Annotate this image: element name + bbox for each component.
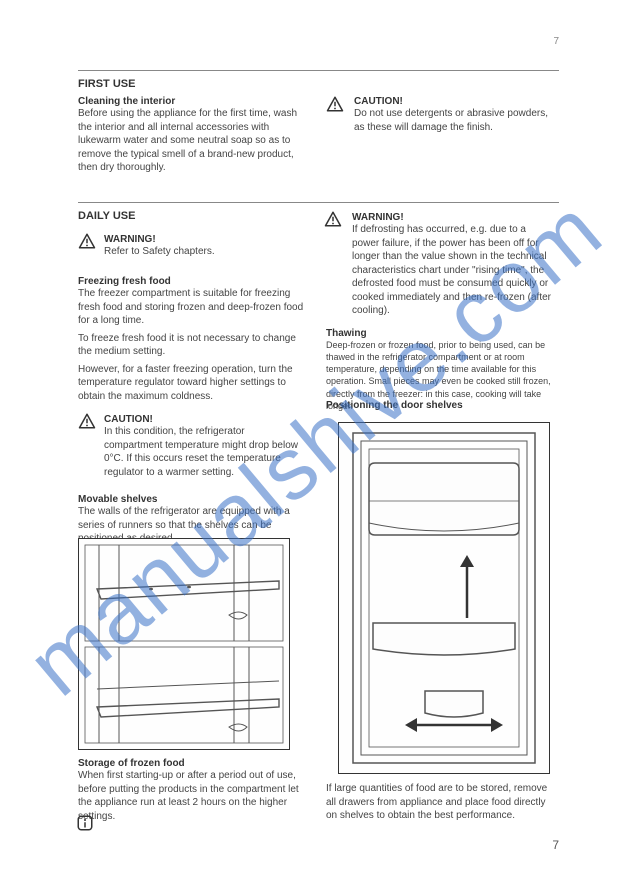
warn1-text: Refer to Safety chapters. xyxy=(104,245,304,259)
storage-title: Storage of frozen food xyxy=(78,758,310,769)
figure-door-shelves xyxy=(338,422,550,774)
page-number: 7 xyxy=(552,838,559,852)
freeze-p3: However, for a faster freezing operation… xyxy=(78,363,310,404)
first-use-title: FIRST USE xyxy=(78,78,308,90)
freeze-p2: To freeze fresh food it is not necessary… xyxy=(78,332,310,359)
warning-icon xyxy=(326,95,344,113)
rule-top xyxy=(78,70,559,71)
freeze-p1: The freezer compartment is suitable for … xyxy=(78,287,310,328)
freeze-caution-label: CAUTION! xyxy=(104,414,304,425)
caution-text: Do not use detergents or abrasive powder… xyxy=(354,107,554,134)
warning-icon xyxy=(78,412,96,430)
first-use-text: Before using the appliance for the first… xyxy=(78,107,308,175)
shelves-title: Movable shelves xyxy=(78,494,310,505)
note-text: If large quantities of food are to be st… xyxy=(326,782,558,823)
warn1-label: WARNING! xyxy=(104,234,304,245)
header-page-number: 7 xyxy=(553,36,559,47)
door-shelves-title: Positioning the door shelves xyxy=(326,400,558,411)
warn2-label: WARNING! xyxy=(352,212,552,223)
daily-use-title: DAILY USE xyxy=(78,210,308,222)
info-icon xyxy=(76,814,94,832)
warning-icon xyxy=(324,210,342,228)
warning-icon xyxy=(78,232,96,250)
warn2-text: If defrosting has occurred, e.g. due to … xyxy=(352,223,552,318)
rule-mid xyxy=(78,202,559,203)
figure-movable-shelves xyxy=(78,538,290,750)
storage-text: When first starting-up or after a period… xyxy=(78,769,310,823)
first-use-subtitle: Cleaning the interior xyxy=(78,96,308,107)
freeze-caution-text: In this condition, the refrigerator comp… xyxy=(104,425,304,479)
freeze-title: Freezing fresh food xyxy=(78,276,310,287)
thaw-title: Thawing xyxy=(326,328,558,339)
caution-label: CAUTION! xyxy=(354,96,554,107)
